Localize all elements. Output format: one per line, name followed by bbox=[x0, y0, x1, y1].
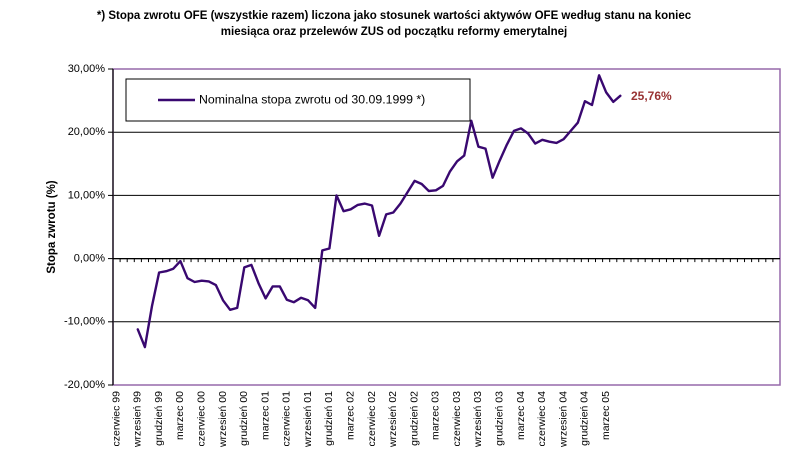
x-axis-tick-label: czerwiec 02 bbox=[366, 391, 378, 447]
x-axis-tick-label: czerwiec 04 bbox=[536, 391, 548, 447]
series-line bbox=[136, 74, 622, 349]
x-axis-tick-label: grudzień 99 bbox=[153, 391, 165, 446]
chart-title-line2: miesiąca oraz przelewów ZUS od początku … bbox=[220, 26, 568, 39]
y-axis-title: Stopa zwrotu (%) bbox=[46, 180, 58, 273]
x-axis-tick-label: marzec 00 bbox=[174, 391, 186, 440]
y-axis-tick-label: 30,00% bbox=[68, 63, 106, 75]
y-axis-tick-label: 20,00% bbox=[68, 126, 106, 138]
x-axis-tick-label: wrzesień 03 bbox=[472, 391, 484, 448]
legend-label: Nominalna stopa zwrotu od 30.09.1999 *) bbox=[199, 92, 425, 106]
y-axis-tick-label: 0,00% bbox=[74, 253, 105, 265]
x-axis-tick-label: wrzesień 99 bbox=[132, 391, 144, 448]
x-axis-tick-label: grudzień 02 bbox=[408, 391, 420, 446]
x-axis-tick-label: wrzesień 02 bbox=[387, 391, 399, 448]
y-axis-tick-label: -20,00% bbox=[64, 379, 105, 391]
x-axis-tick-label: wrzesień 04 bbox=[557, 391, 569, 448]
chart-title: *) Stopa zwrotu OFE (wszystkie razem) li… bbox=[0, 8, 788, 40]
x-axis-tick-label: marzec 04 bbox=[515, 391, 527, 440]
y-axis-tick-label: 10,00% bbox=[68, 189, 106, 201]
chart-title-line1: *) Stopa zwrotu OFE (wszystkie razem) li… bbox=[96, 10, 692, 22]
x-axis-tick-label: marzec 01 bbox=[259, 391, 271, 440]
x-axis-tick-label: marzec 05 bbox=[600, 391, 612, 440]
x-axis-tick-label: czerwiec 99 bbox=[110, 391, 122, 447]
x-axis-tick-label: marzec 03 bbox=[430, 391, 442, 440]
x-axis-tick-label: czerwiec 01 bbox=[281, 391, 293, 447]
x-axis-tick-label: czerwiec 00 bbox=[195, 391, 207, 447]
x-axis-tick-label: grudzień 01 bbox=[323, 391, 335, 446]
x-axis-tick-label: wrzesień 00 bbox=[217, 391, 229, 448]
x-axis-tick-label: grudzień 00 bbox=[238, 391, 250, 446]
x-axis-tick-label: grudzień 04 bbox=[579, 391, 591, 446]
x-axis-tick-label: grudzień 03 bbox=[493, 391, 505, 446]
x-axis-tick-label: czerwiec 03 bbox=[451, 391, 463, 447]
y-axis-tick-label: -10,00% bbox=[64, 316, 105, 328]
x-axis-tick-label: wrzesień 01 bbox=[302, 391, 314, 448]
x-axis-tick-label: marzec 02 bbox=[344, 391, 356, 440]
final-value-label: 25,76% bbox=[631, 89, 672, 103]
